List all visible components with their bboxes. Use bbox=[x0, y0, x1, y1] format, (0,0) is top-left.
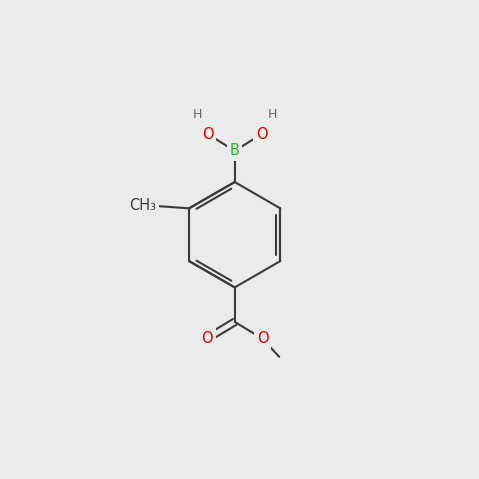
Text: H: H bbox=[267, 108, 277, 122]
Text: O: O bbox=[257, 331, 268, 346]
Text: O: O bbox=[201, 331, 213, 346]
Text: O: O bbox=[202, 126, 214, 142]
Text: B: B bbox=[230, 143, 240, 159]
Text: O: O bbox=[256, 126, 267, 142]
Text: CH₃: CH₃ bbox=[129, 198, 157, 214]
Text: H: H bbox=[193, 108, 202, 122]
